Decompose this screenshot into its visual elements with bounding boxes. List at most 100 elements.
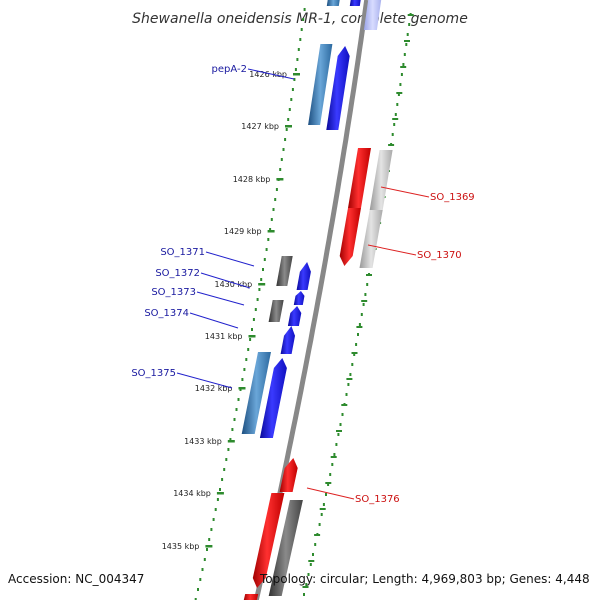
ruler-dash <box>308 560 315 562</box>
ruler-dot <box>223 468 226 471</box>
ruler-right <box>302 13 414 596</box>
gene-label-reverse: SO_1369 <box>430 192 475 203</box>
ruler-dot <box>282 148 285 151</box>
gene-block-pepA-2 <box>308 44 333 125</box>
ruler-dot <box>329 473 332 476</box>
ruler-dash <box>361 300 368 302</box>
kbp-tick-mark <box>267 230 275 233</box>
ruler-dot <box>194 598 197 600</box>
ruler-dash <box>392 118 399 120</box>
ruler-dash <box>396 92 403 94</box>
ruler-dot <box>203 558 206 561</box>
kbp-tick-label: 1428 kbp <box>233 175 271 184</box>
ruler-dot <box>339 423 342 426</box>
ruler-dot <box>302 18 305 21</box>
ruler-dot <box>233 418 236 421</box>
gene-leader-line <box>176 372 233 389</box>
ruler-dot <box>307 573 310 576</box>
gene-block-SO_1369 <box>369 150 393 210</box>
ruler-dot <box>241 378 244 381</box>
cds-arrow-SO_1374 <box>280 326 295 354</box>
ruler-dot <box>347 383 350 386</box>
ruler-dot <box>235 408 238 411</box>
ruler-dot <box>214 508 217 511</box>
ruler-dot <box>408 23 411 26</box>
gene-leader-line <box>306 487 355 500</box>
kbp-tick-label: 1431 kbp <box>205 332 243 341</box>
ruler-dot <box>303 8 306 11</box>
ruler-dot <box>345 393 348 396</box>
ruler-dot <box>262 268 264 271</box>
kbp-tick-label: 1433 kbp <box>184 437 222 446</box>
ruler-dot <box>284 138 287 141</box>
ruler-dot <box>391 133 394 136</box>
cds-arrow-SO_1376 <box>252 493 285 588</box>
ruler-dot <box>296 58 299 61</box>
gene-leader-line <box>247 68 295 80</box>
ruler-dot <box>362 303 365 306</box>
ruler-dot <box>364 293 367 296</box>
ruler-dot <box>249 338 252 341</box>
ruler-dash <box>356 326 363 328</box>
kbp-tick-mark <box>238 387 246 390</box>
cds-arrow-SO_1372 <box>293 291 305 305</box>
cds-arrow-pepA-2 <box>326 46 350 130</box>
ruler-dash <box>341 404 348 406</box>
cds-arrow-SO_1371 <box>296 262 311 290</box>
ruler-dot <box>210 528 213 531</box>
ruler-dash <box>330 456 337 458</box>
kbp-tick-mark <box>227 440 235 443</box>
ruler-dot <box>335 443 338 446</box>
accession-text: Accession: NC_004347 <box>8 572 145 586</box>
ruler-dot <box>231 428 234 431</box>
gene-block-SO_1375 <box>241 352 271 434</box>
cds-arrow-SO_1373 <box>287 306 302 326</box>
cds-arrow-SO_1370 <box>339 208 361 266</box>
kbp-tick-label: 1432 kbp <box>195 384 233 393</box>
ruler-dot <box>288 108 291 111</box>
ruler-dot <box>197 588 199 591</box>
ruler-dot <box>405 43 408 46</box>
ruler-dot <box>243 368 246 371</box>
gene-label-reverse: SO_1376 <box>355 494 400 505</box>
ruler-dot <box>399 83 402 86</box>
kbp-tick-mark <box>258 283 266 286</box>
kbp-tick-label: 1430 kbp <box>214 280 252 289</box>
gene-block-SO_1371 <box>276 256 293 286</box>
ruler-dot <box>229 438 232 441</box>
ruler-dash <box>366 274 372 276</box>
ruler-dot <box>400 73 403 76</box>
gene-block-SO_1376 <box>268 500 303 596</box>
kbp-ticks: 1426 kbp 1427 kbp 1428 kbp 1429 kbp 1430 kbp… <box>162 70 300 551</box>
ruler-dot <box>237 398 240 401</box>
ruler-dot <box>366 283 369 286</box>
cds-block-partial <box>349 0 361 6</box>
ruler-dot <box>355 343 358 346</box>
gene-leader-line <box>196 291 245 306</box>
ruler-dot <box>258 288 261 291</box>
ruler-dot <box>333 453 336 456</box>
ruler-dash <box>314 534 321 536</box>
ruler-dot <box>251 328 253 331</box>
ruler-dot <box>212 518 215 521</box>
ruler-dash <box>388 144 395 146</box>
ruler-dot <box>254 308 257 311</box>
ruler-dot <box>270 218 273 221</box>
ruler-dot <box>402 63 405 66</box>
ruler-dot <box>221 478 224 481</box>
ruler-dot <box>341 413 344 416</box>
ruler-dot <box>291 88 294 91</box>
gene-leader-line <box>200 272 251 289</box>
ruler-dash <box>336 430 342 432</box>
ruler-dot <box>294 68 297 71</box>
cds-arrow-upstream <box>279 458 298 492</box>
gene-leader-line <box>189 312 239 329</box>
ruler-dot <box>272 208 275 211</box>
ruler-dot <box>393 123 396 126</box>
ruler-dot <box>396 103 399 106</box>
gene-label-reverse: SO_1370 <box>417 250 462 261</box>
ruler-dot <box>216 498 219 501</box>
ruler-dot <box>225 458 228 461</box>
ruler-dot <box>201 568 204 571</box>
